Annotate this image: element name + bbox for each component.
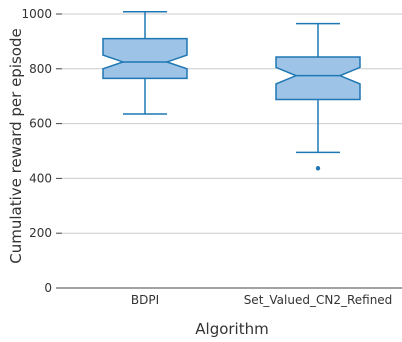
y-axis-title: Cumulative reward per episode: [7, 28, 25, 263]
y-tick-label: 600: [29, 117, 52, 131]
axes: 0 200 400 600 800 1000 BDPI Set_Valued_CN2_Refi…: [21, 7, 402, 307]
y-tick-label: 200: [29, 226, 52, 240]
y-tick-label: 0: [44, 281, 52, 295]
y-tick-label: 800: [29, 62, 52, 76]
notched-box: [102, 37, 188, 80]
notched-box: [275, 56, 361, 101]
outlier-point: [315, 166, 321, 171]
x-tick-label: Set_Valued_CN2_Refined: [244, 293, 393, 307]
boxes: [102, 11, 361, 171]
y-tick-label: 400: [29, 171, 52, 185]
y-tick-label: 1000: [21, 7, 52, 21]
x-axis-title: Algorithm: [195, 320, 268, 338]
box-1: [275, 22, 361, 171]
box-0: [102, 11, 188, 115]
x-tick-label: BDPI: [131, 293, 159, 307]
